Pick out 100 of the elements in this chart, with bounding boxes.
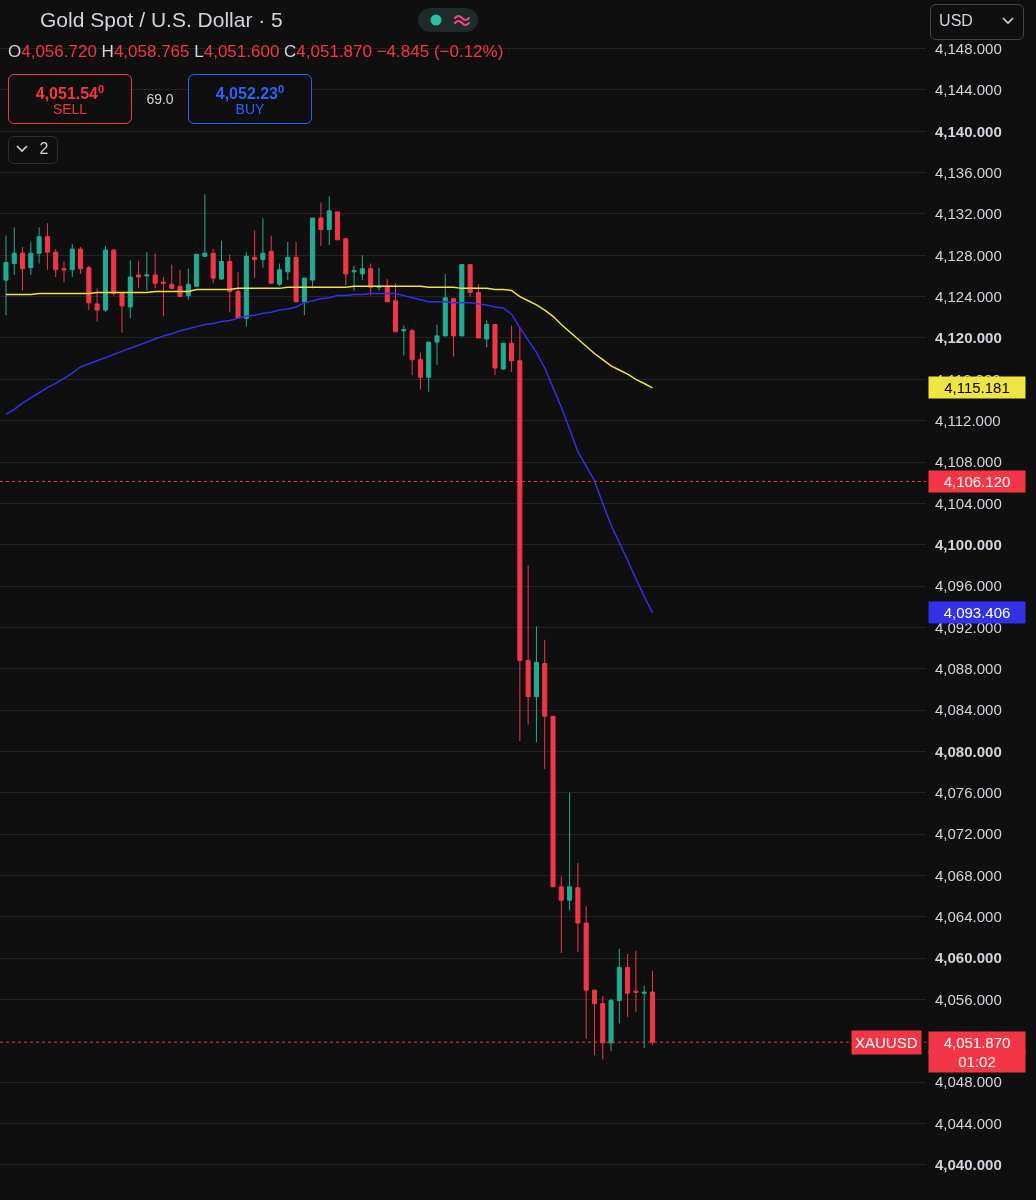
candlestick <box>285 241 291 281</box>
y-tick-label: 4,072.000 <box>935 825 1002 843</box>
candlestick <box>310 217 316 289</box>
y-tick-label: 4,128.000 <box>935 246 1002 264</box>
candlestick <box>152 252 158 289</box>
candlestick <box>492 324 498 376</box>
candlestick <box>442 273 448 337</box>
y-tick-label: 4,056.000 <box>935 990 1002 1008</box>
y-tick-label: 4,088.000 <box>935 659 1002 677</box>
y-tick-label: 4,060.000 <box>935 949 1002 967</box>
candlestick <box>218 240 224 281</box>
candlestick <box>376 267 382 291</box>
candlestick <box>3 235 9 316</box>
chart-title: Gold Spot / U.S. Dollar · 5 <box>40 8 283 32</box>
candlestick <box>160 276 166 317</box>
candlestick <box>500 342 506 371</box>
candlestick <box>61 261 67 283</box>
candlestick <box>210 248 216 284</box>
candlestick <box>268 235 274 284</box>
candlestick <box>318 202 324 247</box>
candlestick <box>351 265 357 291</box>
line-series <box>5 292 654 614</box>
candlestick <box>326 195 332 246</box>
candlestick <box>434 324 440 366</box>
y-tick-label: 4,100.000 <box>935 535 1002 553</box>
candlestick <box>243 251 249 328</box>
candlestick <box>525 564 531 726</box>
candlestick <box>475 283 481 339</box>
candlestick <box>53 248 59 278</box>
y-tick-label: 4,040.000 <box>935 1156 1002 1174</box>
candlestick <box>11 226 17 276</box>
y-tick-label: 4,080.000 <box>935 742 1002 760</box>
candlestick <box>276 263 283 287</box>
annotation: 4,052.23$^{0}$ <box>214 82 286 104</box>
y-tick-label: 4,132.000 <box>935 205 1002 223</box>
candlestick <box>583 905 589 1040</box>
y-tick-label: 4,104.000 <box>935 494 1002 512</box>
y-tick-label: 4,120.000 <box>935 329 1002 347</box>
line-series <box>5 285 654 389</box>
candlestick <box>426 341 432 393</box>
candlestick <box>102 245 108 313</box>
y-tick-label: 4,076.000 <box>935 784 1002 802</box>
y-tick-label: 4,144.000 <box>935 81 1002 99</box>
y-tick-label: 4,112.000 <box>935 411 1001 429</box>
y-tick-label: 4,048.000 <box>935 1073 1002 1091</box>
text: USD <box>938 12 974 30</box>
text: 4,115.181 <box>944 379 1010 396</box>
candlestick <box>359 254 365 281</box>
candlestick <box>343 237 349 286</box>
annotation: SELL <box>52 101 88 118</box>
candlestick <box>177 269 183 298</box>
annotation: XAUUSD <box>855 1034 918 1051</box>
candlestick <box>401 325 407 357</box>
text: 4,093.406 <box>943 604 1011 621</box>
candlestick <box>567 792 573 912</box>
y-tick-label: 4,068.000 <box>935 866 1002 884</box>
candlestick <box>28 241 34 276</box>
y-tick-label: 4,140.000 <box>935 122 1002 140</box>
candlestick <box>409 328 415 376</box>
text: O4,056.720 H4,058.765 L4,051.600 C4,051.870 −4.845 (−0.12%) <box>8 42 504 62</box>
candlestick <box>36 226 42 265</box>
y-tick-label: 4,136.000 <box>935 163 1002 181</box>
candlestick <box>235 271 241 319</box>
y-tick-label: 4,044.000 <box>935 1114 1002 1132</box>
ref-line-label: 4,106.120 <box>943 473 1011 490</box>
candlestick <box>616 948 622 1024</box>
candlestick <box>44 222 50 271</box>
annotation: 2 <box>38 140 50 158</box>
candlestick <box>69 243 75 278</box>
candlestick <box>533 625 539 743</box>
candlestick <box>393 282 399 333</box>
candlestick <box>20 246 26 291</box>
candlestick <box>641 985 647 1049</box>
candlestick <box>334 211 341 241</box>
candlestick <box>451 298 457 358</box>
y-tick-label: 4,108.000 <box>935 453 1002 471</box>
candlestick <box>185 268 191 301</box>
ref-line-label: 4,051.870 <box>943 1034 1011 1051</box>
candlestick <box>608 997 614 1052</box>
candlestick <box>417 351 423 391</box>
y-tick-label: 4,084.000 <box>935 701 1002 719</box>
candlestick <box>459 264 465 337</box>
candlestick <box>169 264 175 290</box>
candlestick <box>509 325 515 373</box>
candlestick <box>558 875 564 954</box>
candlestick <box>625 953 631 1018</box>
y-tick-label: 4,124.000 <box>935 287 1002 305</box>
candlestick <box>260 217 266 269</box>
candlestick <box>136 261 142 289</box>
annotation: BUY <box>235 101 265 118</box>
candlestick <box>368 263 374 297</box>
candlestick <box>86 265 92 311</box>
y-tick-label: 4,064.000 <box>935 908 1002 926</box>
candlestick <box>575 862 581 953</box>
candlestick <box>78 246 84 275</box>
annotation: 69.0 <box>145 90 175 108</box>
candlestick <box>127 259 133 319</box>
candlestick <box>111 248 117 297</box>
candlestick <box>542 639 548 770</box>
y-tick-label: 4,148.000 <box>935 39 1002 57</box>
